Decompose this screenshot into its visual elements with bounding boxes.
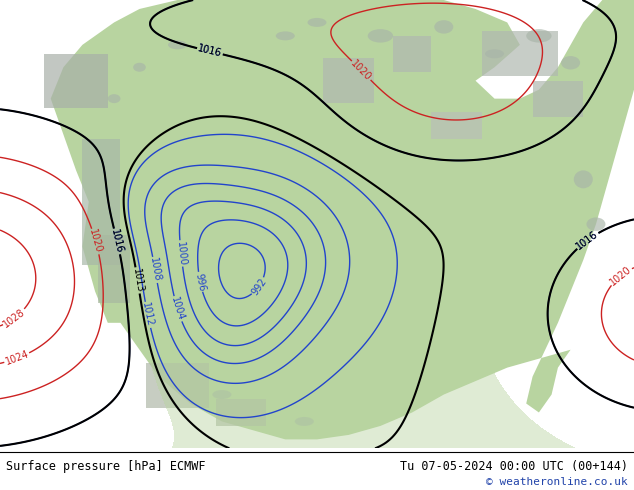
Text: © weatheronline.co.uk: © weatheronline.co.uk [486,477,628,487]
Text: 1016: 1016 [110,228,125,254]
Ellipse shape [212,390,231,399]
Bar [44,54,108,108]
Ellipse shape [108,94,120,103]
Text: Surface pressure [hPa] ECMWF: Surface pressure [hPa] ECMWF [6,460,206,473]
Text: 1013: 1013 [131,268,145,294]
Bar [98,235,130,303]
Text: 1024: 1024 [4,349,30,368]
Polygon shape [51,0,634,440]
Text: 1028: 1028 [2,307,27,329]
Bar [216,399,266,426]
Ellipse shape [561,56,580,70]
Text: 1016: 1016 [574,229,600,252]
Ellipse shape [526,29,552,43]
Text: 1004: 1004 [169,296,186,322]
Ellipse shape [485,49,504,58]
Bar [323,58,374,103]
Text: 992: 992 [249,276,268,297]
Ellipse shape [295,417,314,426]
Text: 1000: 1000 [175,241,188,266]
Ellipse shape [574,171,593,188]
Ellipse shape [168,40,187,49]
Text: 1016: 1016 [197,44,223,59]
Bar [146,363,209,408]
Text: 1020: 1020 [349,58,373,83]
Bar [482,31,558,76]
Ellipse shape [307,18,327,27]
Ellipse shape [586,218,605,231]
Ellipse shape [133,63,146,72]
Bar [533,81,583,117]
Ellipse shape [276,31,295,40]
Text: 1020: 1020 [87,228,104,255]
Ellipse shape [368,29,393,43]
Text: 1012: 1012 [140,302,155,328]
Bar [82,139,120,265]
Text: 996: 996 [193,272,207,292]
Text: 1008: 1008 [148,257,162,283]
Text: 1016: 1016 [574,229,600,252]
Bar [431,112,482,139]
Text: 1020: 1020 [608,264,633,288]
Ellipse shape [434,20,453,34]
Text: 1016: 1016 [110,228,125,254]
Text: 1016: 1016 [197,44,223,59]
Bar [393,36,431,72]
Text: Tu 07-05-2024 00:00 UTC (00+144): Tu 07-05-2024 00:00 UTC (00+144) [399,460,628,473]
